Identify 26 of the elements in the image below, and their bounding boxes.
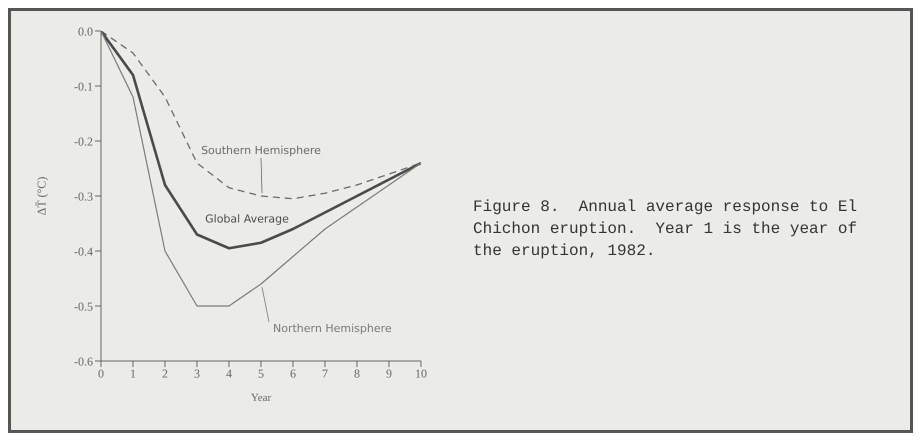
text: Northern Hemisphere <box>273 322 392 335</box>
line-series <box>101 31 421 250</box>
y-tick-label: -0.1 <box>74 79 93 94</box>
x-axis-title: Year <box>250 392 272 404</box>
x-tick-label: 4 <box>226 366 232 381</box>
y-tick-label: -0.6 <box>74 354 93 368</box>
x-tick-label: 3 <box>194 366 200 381</box>
series-label: Southern Hemisphere <box>201 144 322 157</box>
y-tick-label: -0.4 <box>74 244 93 258</box>
x-tick-label: 0 <box>98 366 104 381</box>
y-tick-label: -0.5 <box>74 299 93 314</box>
x-tick-label: 7 <box>322 366 328 381</box>
x-tick-label: 1 <box>130 366 136 381</box>
line-series <box>101 31 421 307</box>
y-tick-label: -0.3 <box>74 189 93 204</box>
y-axis-title: ΔT̄ (°C) <box>34 176 48 216</box>
x-tick-label: 6 <box>290 366 296 381</box>
x-tick-label: 9 <box>386 366 392 381</box>
y-tick-label: 0.0 <box>78 24 93 38</box>
caption: Figure 8. Annual average response to El Chichon eruption. Year 1 is the year of the eruption, 1982. <box>473 197 858 262</box>
x-tick-label: 10 <box>415 366 427 381</box>
y-tick-label: -0.2 <box>74 134 93 148</box>
x-tick-label: 8 <box>354 366 360 381</box>
x-tick-label: 2 <box>162 366 168 381</box>
x-tick-label: 5 <box>258 366 264 381</box>
series-label: Global Average <box>205 212 290 226</box>
